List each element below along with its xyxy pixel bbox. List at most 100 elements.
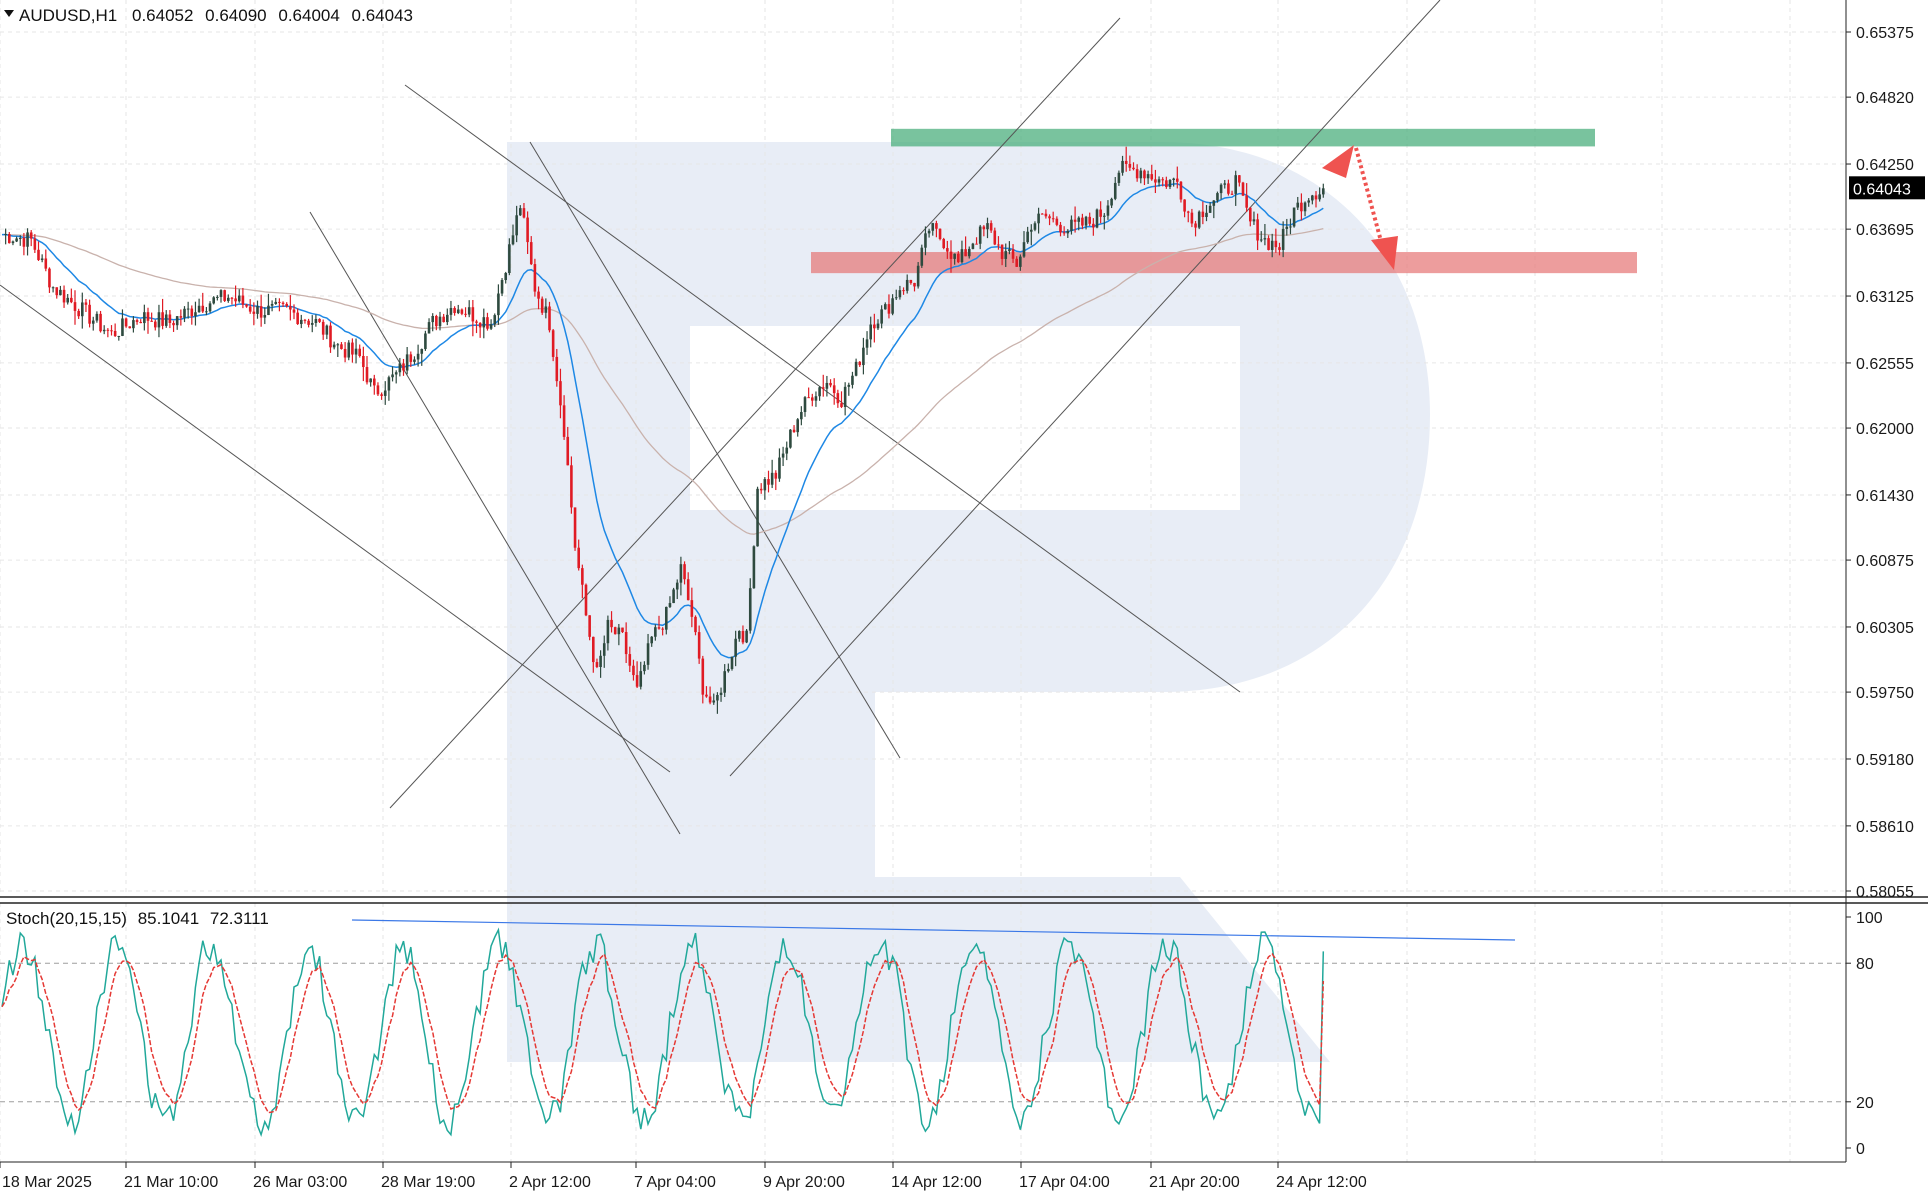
candle-body [1292, 207, 1296, 227]
candle-body [938, 228, 942, 240]
candle-body [234, 298, 237, 302]
candle-body [1055, 218, 1059, 225]
candle-body [876, 323, 880, 329]
candle-body [373, 378, 376, 386]
candle-body [595, 662, 599, 667]
candle-body [99, 313, 102, 332]
price-tick-label: 0.63695 [1856, 222, 1914, 239]
candle-body [1249, 207, 1252, 222]
candle-body [807, 397, 810, 399]
dropdown-triangle-icon[interactable] [4, 10, 14, 17]
stoch-grid [0, 962, 1846, 1103]
candle-body [705, 694, 708, 697]
candle-body [741, 631, 745, 643]
candle-body [1267, 238, 1270, 250]
candle-body [511, 235, 515, 245]
candle-body [212, 297, 215, 304]
candle-body [924, 233, 927, 248]
candle-body [91, 320, 95, 324]
candle-body [544, 306, 548, 313]
ohlc-open: 0.64052 [132, 6, 193, 25]
candle-body [464, 313, 467, 315]
candle-body [252, 311, 256, 314]
candle-body [431, 315, 434, 323]
candle-body [402, 363, 405, 371]
candle-body [1099, 209, 1102, 217]
candle-body [1172, 178, 1175, 180]
candle-body [865, 339, 869, 348]
candle-body [916, 265, 920, 287]
candle-body [128, 326, 132, 329]
candle-body [570, 465, 573, 508]
ohlc-close: 0.64043 [352, 6, 413, 25]
candle-body [106, 329, 110, 331]
stoch-signal-value: 72.3111 [210, 909, 269, 928]
candle-body [300, 319, 303, 325]
candle-body [683, 564, 686, 580]
candle-body [832, 385, 836, 394]
price-tick-label: 0.64250 [1856, 157, 1914, 174]
current-price-tag: 0.64043 [1849, 176, 1925, 200]
candle-body [278, 301, 281, 303]
candle-body [1311, 195, 1314, 201]
candle-body [1259, 239, 1263, 241]
candle-body [551, 330, 555, 357]
candle-body [205, 311, 208, 313]
candle-body [22, 237, 26, 247]
candle-body [730, 656, 734, 669]
trendline[interactable] [389, 17, 1121, 809]
candle-body [811, 397, 814, 401]
candle-body [646, 643, 650, 665]
candle-body [690, 600, 694, 617]
candle-body [453, 307, 456, 314]
candle-body [26, 232, 29, 247]
candle-body [537, 291, 540, 299]
candle-body [216, 296, 219, 298]
candle-body [566, 436, 570, 466]
price-tick-label: 0.59180 [1856, 752, 1914, 769]
candle-body [632, 665, 635, 676]
candle-body [1216, 193, 1219, 201]
candle-body [1256, 219, 1259, 241]
time-tick-label: 9 Apr 20:00 [763, 1174, 845, 1191]
candle-body [4, 234, 7, 236]
candle-body [1135, 169, 1139, 179]
candle-body [902, 290, 905, 292]
candle-body [1051, 218, 1055, 220]
candle-body [1106, 205, 1110, 216]
candle-body [522, 208, 526, 218]
candle-body [650, 636, 653, 644]
candle-body [15, 238, 18, 242]
candle-body [62, 289, 66, 303]
candle-body [438, 316, 442, 327]
candle-body [420, 349, 424, 354]
candle-body [230, 297, 234, 299]
trendline[interactable] [0, 284, 671, 773]
candle-body [1146, 174, 1150, 179]
candle-body [840, 403, 843, 407]
stoch-tick-label: 0 [1856, 1141, 1865, 1158]
candle-body [1037, 213, 1040, 224]
candle-body [796, 419, 799, 433]
trendline[interactable] [529, 141, 901, 759]
stoch-trendline[interactable] [351, 919, 1516, 941]
trendline[interactable] [309, 211, 681, 835]
candle-body [387, 377, 391, 391]
candle-body [1241, 182, 1245, 196]
candle-body [1008, 249, 1011, 252]
time-tick-label: 26 Mar 03:00 [253, 1174, 347, 1191]
time-tick-label: 28 Mar 19:00 [381, 1174, 475, 1191]
candle-body [1197, 211, 1201, 228]
price-axis[interactable]: 0.65375 0.64820 0.64250 0.63695 0.63125 0.625… [1846, 25, 1914, 901]
time-axis[interactable]: 18 Mar 2025 21 Mar 10:00 26 Mar 03:00 28 Ma… [0, 1162, 1367, 1191]
candle-body [610, 619, 613, 628]
candle-body [281, 302, 285, 304]
time-tick-label: 14 Apr 12:00 [891, 1174, 982, 1191]
trendline[interactable] [729, 0, 1441, 777]
candle-body [139, 321, 142, 324]
candle-body [581, 568, 584, 585]
candle-body [533, 264, 537, 292]
ohlc-low: 0.64004 [278, 6, 339, 25]
candle-body [1128, 163, 1132, 168]
